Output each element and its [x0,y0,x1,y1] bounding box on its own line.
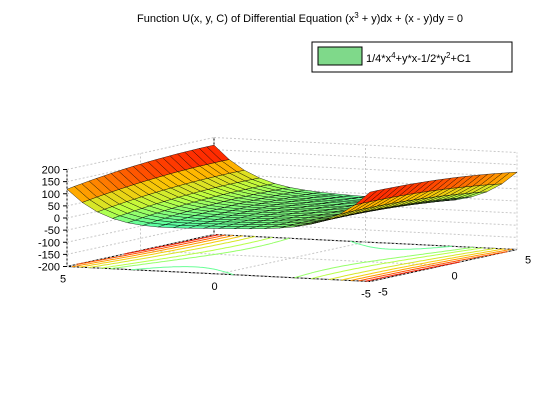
x-gridline [369,249,518,282]
x-gridline [218,241,366,275]
z-gridline [213,209,518,226]
legend: 1/4*x4+y*x-1/2*y2+C1 [311,41,513,73]
surface-mesh [66,144,518,230]
z-tick-label: -100 [38,237,60,249]
z-gridline [213,185,518,202]
y-tick-label: 5 [525,255,531,267]
z-tick-label: 100 [42,189,60,201]
x-tick-label: -5 [361,289,371,301]
z-tick-label: -150 [38,249,60,261]
legend-swatch [317,46,363,66]
contour-line [76,234,508,282]
contour-line [131,240,453,276]
x-tick-label: 5 [60,274,66,286]
z-tick-label: -200 [38,262,60,274]
z-gridline [213,137,518,153]
contour-line [71,235,513,281]
y-tick-label: -5 [378,287,388,299]
title-exponent: 3 [354,11,359,20]
contour-line [79,235,505,281]
y-gridline [66,266,371,282]
x-gridline [66,234,215,267]
chart-title: Function U(x, y, C) of Differential Equa… [137,11,463,26]
contour-line [88,236,496,280]
contour-line [123,234,461,282]
z-tick-label: 50 [48,201,60,213]
contour-line [110,237,474,279]
z-gridline [66,137,215,170]
legend-text: 1/4*x [366,53,392,65]
z-gridline [213,197,518,214]
y-tick-label: 0 [452,271,458,283]
y-gridline [140,250,444,266]
legend-text: +C1 [450,53,471,65]
legend-exponent: 2 [446,51,451,60]
z-tick-label: 150 [42,177,60,189]
z-gridline [213,149,518,166]
legend-exponent: 4 [391,51,396,60]
z-tick-label: 0 [54,213,60,225]
z-tick-label: -50 [44,225,60,237]
x-tick-label: 0 [211,281,217,293]
surface-face [66,186,90,203]
contour-line [100,236,484,280]
contour-plot [71,234,513,282]
z-gridline [213,221,518,238]
legend-text: +y*x-1/2*y [396,53,447,65]
y-gridline [213,234,518,250]
z-gridline [213,161,518,178]
z-tick-label: 200 [42,165,60,177]
legend-label: 1/4*x4+y*x-1/2*y2+C1 [366,51,471,66]
